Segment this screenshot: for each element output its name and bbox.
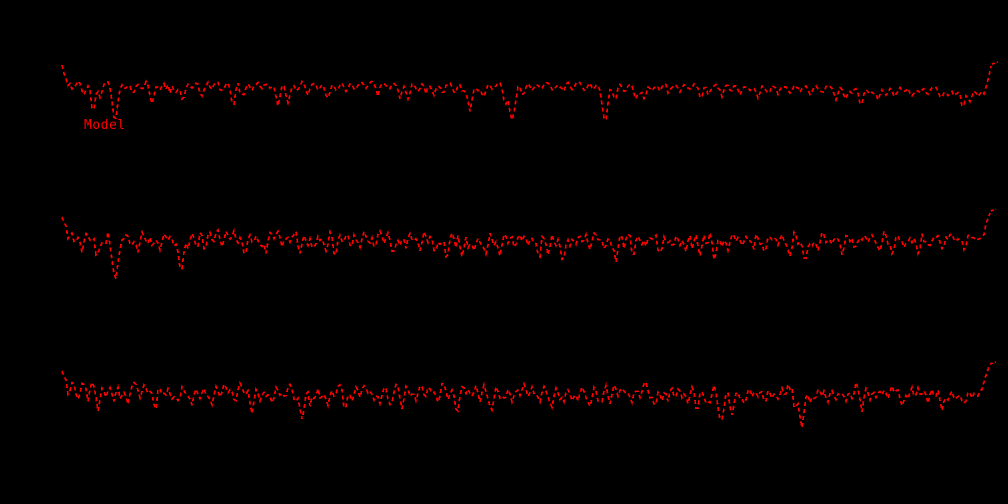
spectrum-bottom-trace: [61, 365, 990, 428]
spectrum-top-trace: [61, 64, 992, 122]
spectrum-middle-trace: [61, 212, 991, 283]
spectrum-bottom-end-flag: [989, 361, 997, 365]
spectrum-middle-end-flag: [990, 208, 997, 212]
spectrum-top-end-flag: [991, 61, 999, 65]
model-legend-label: Model: [84, 118, 126, 133]
